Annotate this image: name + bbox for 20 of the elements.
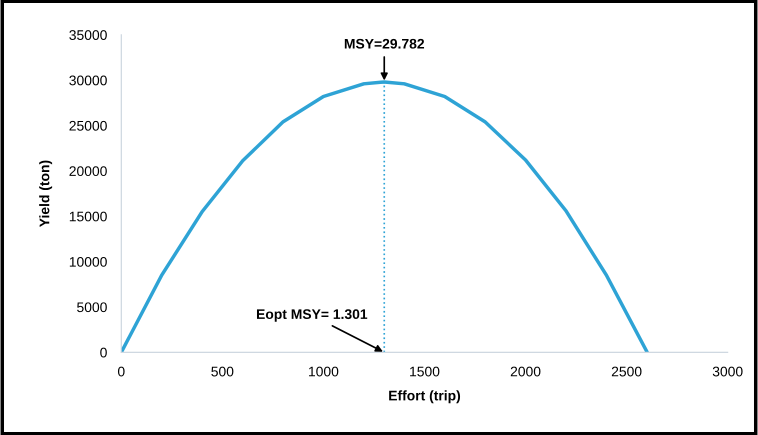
y-tick-label: 15000: [70, 212, 107, 222]
y-tick-label: 10000: [70, 256, 107, 267]
x-tick-label: 2500: [612, 366, 642, 376]
x-tick-label: 1000: [309, 366, 338, 376]
x-tick-label: 1500: [410, 366, 440, 376]
y-tick-label: 5000: [77, 302, 107, 312]
x-tick-label: 3000: [712, 366, 743, 376]
annotation: Eopt MSY= 1.301: [256, 309, 368, 322]
y-tick-label: 20000: [69, 166, 107, 176]
y-tick-label: 30000: [69, 76, 107, 86]
y-tick-label: 0: [100, 348, 107, 358]
annotation: MSY=29.782: [344, 38, 424, 49]
y-axis-title: Yield (ton): [39, 160, 52, 228]
x-tick-label: 0: [118, 366, 125, 376]
x-tick-label: 2000: [510, 366, 540, 376]
y-tick-label: 25000: [69, 120, 107, 131]
line-series: [121, 80, 649, 352]
x-axis-title: Effort (trip): [389, 390, 460, 404]
x-tick-label: 500: [211, 366, 234, 376]
y-tick-label: 35000: [69, 30, 107, 40]
